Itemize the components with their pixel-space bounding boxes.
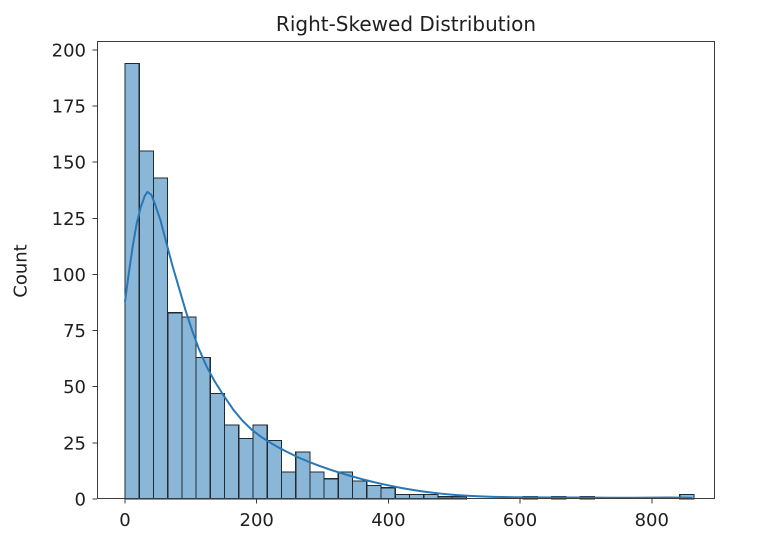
histogram-bar xyxy=(366,484,382,500)
histogram-bar xyxy=(351,480,368,500)
histogram-bar xyxy=(209,392,226,500)
y-tick-label: 75 xyxy=(63,321,86,342)
histogram-bar xyxy=(238,437,254,500)
x-tick-label: 800 xyxy=(635,510,669,531)
y-tick-label: 175 xyxy=(52,97,86,118)
y-tick-label: 50 xyxy=(63,377,86,398)
histogram-bar xyxy=(223,424,240,500)
histogram-bar xyxy=(280,471,297,500)
plot-spines xyxy=(97,41,715,499)
histogram-bar xyxy=(323,478,339,500)
histogram-bar xyxy=(309,471,325,500)
y-tick-label: 125 xyxy=(52,209,86,230)
histogram-bar xyxy=(167,312,183,500)
x-tick-label: 200 xyxy=(240,510,274,531)
kde-curve xyxy=(123,190,693,499)
histogram-bar xyxy=(152,177,169,500)
chart-title: Right-Skewed Distribution xyxy=(275,12,537,36)
y-tick-label: 150 xyxy=(52,153,86,174)
y-tick-label: 100 xyxy=(52,265,86,286)
histogram-bar xyxy=(195,356,211,500)
x-tick-label: 0 xyxy=(119,510,130,531)
y-tick-label: 200 xyxy=(52,41,86,62)
histogram-bar xyxy=(380,487,396,500)
x-tick-label: 600 xyxy=(503,510,537,531)
y-tick-label: 0 xyxy=(75,490,86,511)
histogram-bar xyxy=(266,440,283,500)
histogram-bar xyxy=(181,316,197,500)
y-tick-label: 25 xyxy=(63,433,86,454)
x-tick-label: 400 xyxy=(371,510,405,531)
